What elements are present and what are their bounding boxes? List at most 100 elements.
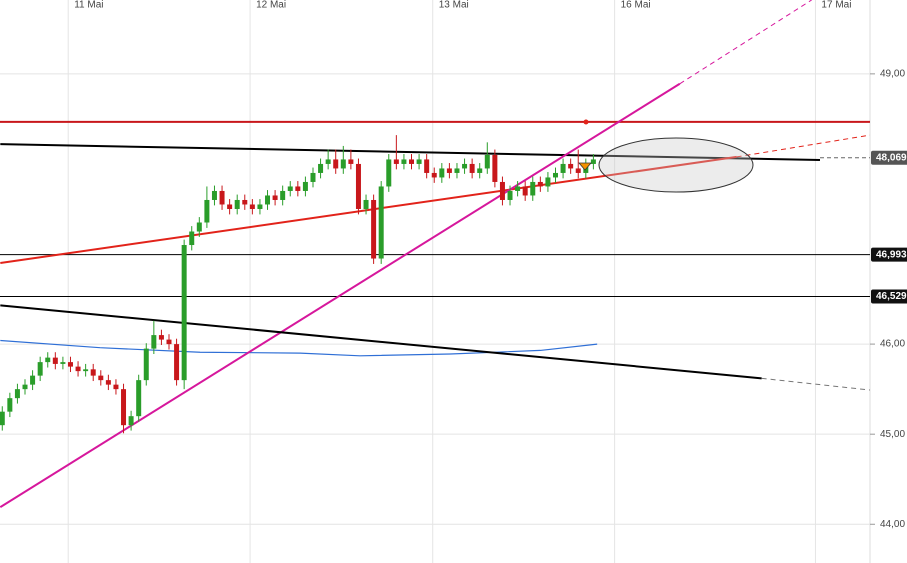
highlight-ellipse bbox=[598, 137, 754, 193]
candle-body bbox=[484, 154, 490, 169]
candle-body bbox=[98, 375, 104, 381]
candle-body bbox=[363, 199, 369, 209]
candle-body bbox=[393, 159, 399, 164]
marker bbox=[578, 162, 592, 171]
candle-body bbox=[333, 159, 339, 169]
candle-body bbox=[310, 172, 316, 182]
candle-body bbox=[174, 344, 180, 381]
candle-body bbox=[378, 186, 384, 259]
candle-body bbox=[302, 181, 308, 191]
candle-body bbox=[265, 195, 271, 205]
candle-body bbox=[189, 231, 195, 246]
trendline bbox=[0, 304, 762, 380]
y-tick-label: 49,00 bbox=[880, 69, 905, 80]
candle-body bbox=[166, 339, 172, 345]
trendline bbox=[0, 82, 681, 508]
candle-body bbox=[499, 181, 505, 200]
candle-body bbox=[52, 357, 58, 364]
candle-body bbox=[431, 172, 437, 178]
candle-body bbox=[121, 389, 127, 426]
x-tick-label: 11 Mai bbox=[74, 0, 103, 11]
candle-body bbox=[90, 369, 96, 376]
x-tick-label: 13 Mai bbox=[439, 0, 469, 11]
candle-body bbox=[143, 348, 149, 381]
candle-body bbox=[83, 369, 89, 372]
candle-body bbox=[318, 163, 324, 173]
candle-body bbox=[371, 199, 377, 259]
moving-average bbox=[0, 339, 598, 357]
candle-body bbox=[590, 159, 596, 164]
candle-body bbox=[348, 159, 354, 164]
candle-body bbox=[340, 159, 346, 169]
candle-body bbox=[462, 163, 468, 169]
candle-body bbox=[439, 168, 445, 178]
candle-body bbox=[272, 195, 278, 200]
candle-body bbox=[416, 159, 422, 164]
candle-body bbox=[211, 190, 217, 200]
trendline bbox=[736, 134, 870, 158]
candle-body bbox=[204, 199, 210, 223]
candle-body bbox=[560, 163, 566, 173]
candle-body bbox=[477, 168, 483, 173]
candle-body bbox=[507, 190, 513, 200]
candle-body bbox=[492, 154, 498, 182]
candle-body bbox=[424, 159, 430, 173]
candle-body bbox=[257, 204, 263, 209]
candle-body bbox=[227, 204, 233, 209]
candle-body bbox=[128, 416, 134, 426]
candle-body bbox=[45, 357, 51, 363]
candle-body bbox=[136, 380, 142, 417]
candle-body bbox=[219, 190, 225, 205]
candle-body bbox=[196, 222, 202, 232]
candle-body bbox=[446, 168, 452, 173]
candle-body bbox=[355, 163, 361, 209]
candle-body bbox=[530, 181, 536, 196]
y-tick-label: 44,00 bbox=[880, 519, 905, 530]
axis: 11 Mai 12 Mai 13 Mai 16 Mai 17 Mai 44,00 45,00… bbox=[74, 0, 907, 530]
candle-body bbox=[249, 204, 255, 209]
candle-body bbox=[113, 384, 119, 390]
line-handle bbox=[583, 119, 589, 125]
candle-body bbox=[469, 163, 475, 173]
candle-body bbox=[60, 362, 66, 364]
candle-body bbox=[287, 186, 293, 191]
level-label: 48,069 bbox=[876, 152, 907, 163]
x-tick-label: 12 Mai bbox=[256, 0, 286, 11]
candle-body bbox=[181, 245, 187, 381]
candle-body bbox=[325, 159, 331, 164]
candle-body bbox=[386, 159, 392, 187]
candle-body bbox=[234, 199, 240, 209]
candle-body bbox=[537, 181, 543, 187]
candle-body bbox=[280, 190, 286, 200]
candle-body bbox=[22, 384, 28, 390]
candle-body bbox=[545, 177, 551, 187]
trendline bbox=[0, 155, 737, 265]
x-tick-label: 17 Mai bbox=[821, 0, 851, 11]
trendline bbox=[0, 143, 821, 161]
candle-body bbox=[295, 186, 301, 191]
candle-body bbox=[7, 398, 13, 412]
candle-body bbox=[522, 186, 528, 196]
candle-body bbox=[568, 163, 574, 169]
level-badge bbox=[871, 289, 907, 304]
trendline bbox=[761, 377, 870, 391]
candle-body bbox=[454, 168, 460, 173]
plot bbox=[0, 0, 870, 508]
candle-body bbox=[515, 186, 521, 191]
candle-body bbox=[151, 335, 157, 349]
candle-body bbox=[37, 362, 43, 376]
candle-body bbox=[552, 172, 558, 178]
candle-body bbox=[67, 362, 73, 367]
grid bbox=[0, 0, 870, 563]
candle-body bbox=[409, 159, 415, 164]
candle-body bbox=[105, 380, 111, 385]
level-label: 46,993 bbox=[876, 249, 907, 260]
y-tick-label: 45,00 bbox=[880, 429, 905, 440]
candle-body bbox=[0, 411, 5, 426]
level-badge bbox=[871, 247, 907, 262]
x-tick-label: 16 Mai bbox=[621, 0, 651, 11]
candle-body bbox=[242, 199, 248, 205]
candle-body bbox=[14, 389, 20, 399]
